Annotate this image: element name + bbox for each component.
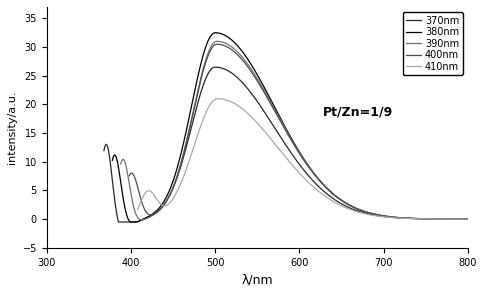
410nm [457,217,463,221]
390nm [411,217,417,220]
370nm [224,68,229,72]
380nm [224,34,229,38]
380nm [457,217,463,221]
390nm [224,42,229,45]
380nm [465,217,471,221]
410nm [205,106,211,110]
Line: 370nm: 370nm [104,67,468,222]
390nm [205,51,211,55]
380nm [411,217,417,220]
370nm [411,217,417,220]
390nm [457,217,463,221]
390nm [465,217,471,221]
Line: 380nm: 380nm [112,33,468,222]
410nm [411,217,417,220]
400nm [205,54,211,57]
410nm [224,98,229,102]
400nm [457,217,463,221]
Line: 410nm: 410nm [137,99,468,219]
X-axis label: λ/nm: λ/nm [242,273,273,286]
370nm [457,217,463,221]
370nm [117,220,122,224]
400nm [465,217,471,221]
Legend: 370nm, 380nm, 390nm, 400nm, 410nm: 370nm, 380nm, 390nm, 400nm, 410nm [403,12,463,75]
380nm [117,173,122,176]
Line: 400nm: 400nm [129,44,468,219]
400nm [411,217,417,220]
380nm [205,39,211,42]
Line: 390nm: 390nm [121,41,468,220]
410nm [465,217,471,221]
370nm [205,72,211,75]
400nm [224,45,229,48]
Text: Pt/Zn=1/9: Pt/Zn=1/9 [323,106,393,119]
Y-axis label: intensity/a.u.: intensity/a.u. [7,91,17,164]
370nm [465,217,471,221]
